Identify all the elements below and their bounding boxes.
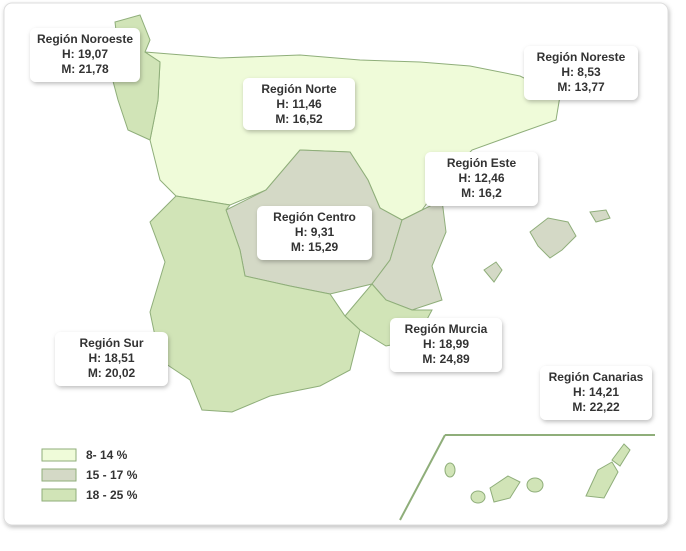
legend-label: 15 - 17 % xyxy=(86,468,138,482)
region-m: M: 15,29 xyxy=(291,240,339,254)
region-m: M: 21,78 xyxy=(61,62,109,76)
label-box xyxy=(540,366,652,420)
legend-swatch xyxy=(41,468,77,482)
island xyxy=(526,477,544,493)
label-box xyxy=(55,332,168,386)
label-box xyxy=(243,78,355,130)
region-name: Región Norte xyxy=(261,82,337,96)
canarias-frame xyxy=(399,434,446,521)
region-m: M: 24,89 xyxy=(422,352,470,366)
island-ibiza xyxy=(483,261,503,283)
region-h: H: 8,53 xyxy=(561,65,601,79)
region-name: Región Murcia xyxy=(405,322,488,336)
region-h: H: 14,21 xyxy=(573,385,619,399)
legend: 8- 14 % 15 - 17 % 18 - 25 % xyxy=(41,448,138,502)
region-h: H: 12,46 xyxy=(458,171,504,185)
island-menorca xyxy=(589,209,611,223)
region-m: M: 13,77 xyxy=(557,80,605,94)
region-name: Región Centro xyxy=(273,210,356,224)
island xyxy=(444,462,456,478)
region-name: Región Noroeste xyxy=(37,32,133,46)
region-h: H: 19,07 xyxy=(62,47,108,61)
region-h: H: 18,51 xyxy=(88,351,134,365)
island xyxy=(611,443,631,467)
region-name: Región Canarias xyxy=(549,370,644,384)
label-box xyxy=(425,152,538,206)
legend-label: 8- 14 % xyxy=(86,448,128,462)
island xyxy=(470,490,486,504)
region-m: M: 16,2 xyxy=(461,186,502,200)
legend-swatch xyxy=(41,448,77,462)
island xyxy=(489,475,521,503)
region-south xyxy=(149,195,361,413)
region-name: Región Este xyxy=(447,156,517,170)
region-h: H: 11,46 xyxy=(276,97,322,111)
island xyxy=(585,461,619,499)
label-box xyxy=(524,46,638,100)
label-box xyxy=(257,206,372,260)
legend-label: 18 - 25 % xyxy=(86,488,138,502)
region-h: H: 9,31 xyxy=(295,225,335,239)
region-m: M: 22,22 xyxy=(572,400,620,414)
region-m: M: 16,52 xyxy=(275,112,323,126)
region-h: H: 18,99 xyxy=(423,337,469,351)
legend-swatch xyxy=(41,488,77,502)
region-name: Región Sur xyxy=(79,336,143,350)
region-m: M: 20,02 xyxy=(88,366,136,380)
label-box xyxy=(30,28,140,82)
island-mallorca xyxy=(529,217,577,259)
label-box xyxy=(390,318,502,372)
region-name: Región Noreste xyxy=(537,50,626,64)
